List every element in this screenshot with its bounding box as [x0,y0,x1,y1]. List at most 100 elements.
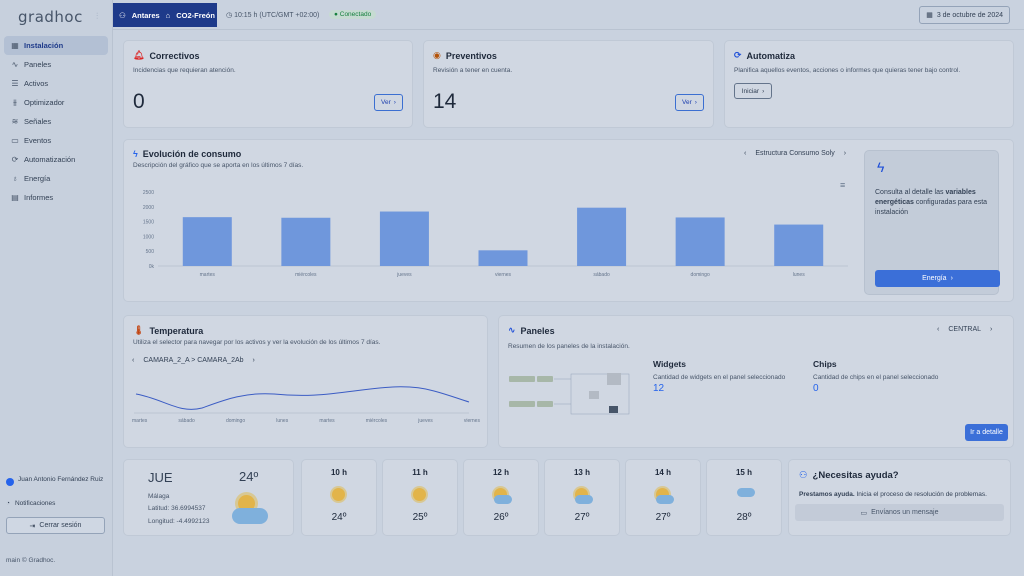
bar-viernes[interactable] [478,250,528,266]
message-icon: ▭ [860,509,868,517]
card-title: Temperatura [149,325,204,336]
iniciar-button[interactable]: Iniciar › [734,83,772,99]
chips-subtitle: Cantidad de chips en el panel selecciona… [813,374,939,381]
sidebar-item-informes[interactable]: ▤ Informes [4,188,108,207]
x-tick-label: jueves [396,272,412,278]
sidebar-item-label: Energía [24,174,51,183]
chart-menu-icon[interactable]: ≡ [840,180,846,190]
send-message-button[interactable]: ▭ Envíanos un mensaje [795,504,1004,521]
gradhoc-logo[interactable]: gradhoc [18,8,83,26]
user-profile[interactable]: Juan Antonio Fernández Ruiz [6,476,106,486]
card-paneles: ∿ Paneles Resumen de los paneles de la in… [498,315,1014,448]
chevron-right-icon[interactable]: › [990,326,993,333]
x-tick-label: jueves [418,418,433,424]
help-text-body: Inicia el proceso de resolución de probl… [854,491,987,498]
button-label: Ir a detalle [970,429,1003,436]
y-tick-label: 2000 [143,205,154,211]
x-tick-label: viernes [495,272,512,278]
sidebar-item-paneles[interactable]: ∿ Paneles [4,55,108,74]
x-tick-label: martes [132,418,148,424]
sidebar-item-label: Señales [24,117,52,126]
sidebar-item-automatizacion[interactable]: ⟳ Automatización [4,150,108,169]
eye-icon: ◉ [433,50,441,60]
installation-selector[interactable]: ⚇ Antares ⌂ CO2-Freón [113,3,217,27]
hour-card: 13 h 27º [544,459,620,536]
sliders-icon: ⫵ [13,97,17,107]
info-suffix: configuradas para esta instalación [875,199,988,216]
sidebar-item-senales[interactable]: ≋ Señales [4,112,108,131]
clock-icon: ◷ [226,12,233,19]
help-text-bold: Prestamos ayuda. [799,491,855,498]
temperature-line-chart [134,386,470,414]
weather-day: JUE [148,470,173,485]
file-icon: ▤ [11,192,19,202]
sidebar-item-instalacion[interactable]: ▦ Instalación [4,36,108,55]
notifications-link[interactable]: ◔ Notificaciones [6,500,55,507]
bulb-icon: ♁ [12,173,18,183]
chevron-left-icon[interactable]: ‹ [132,357,135,364]
collapse-sidebar-icon[interactable]: ⫶ [96,11,99,21]
consumption-bar-chart: 0k 500 1000 1500 2000 2500 martes miércoles juev… [143,190,848,278]
sidebar-item-energia[interactable]: ♁ Energía [4,169,108,188]
chevron-left-icon[interactable]: ‹ [937,326,940,333]
energy-info-box: ϟ Consulta al detalle las variables ener… [864,150,1000,295]
help-title-row: ⚇ ¿Necesitas ayuda? [799,470,899,481]
sidebar-item-eventos[interactable]: ▭ Eventos [4,131,108,150]
structure-label: Estructura Consumo Soly [755,150,835,157]
bar-domingo[interactable] [675,217,725,266]
bar-martes[interactable] [182,217,232,266]
bar-jueves[interactable] [379,211,429,266]
weather-temp: 24º [239,469,259,484]
ver-correctivos-button[interactable]: Ver › [374,94,403,111]
calendar-icon: ▦ [926,12,933,19]
hour-label: 13 h [573,468,590,477]
temperature-line [135,386,470,410]
status-badge: ● Conectado [329,10,377,19]
card-subtitle: Resumen de los paneles de la instalación… [508,343,630,350]
ver-preventivos-button[interactable]: Ver › [675,94,704,111]
structure-selector: ‹ Estructura Consumo Soly › [744,150,846,157]
bar-miércoles[interactable] [281,217,331,266]
bar-sábado[interactable] [577,207,627,266]
logout-button[interactable]: ⇥ Cerrar sesión [6,517,105,534]
hour-label: 11 h [412,468,428,477]
thermometer-icon: 🌡︎ [133,325,145,335]
time-label: 10:15 h (UTC/GMT +02:00) [234,12,320,19]
hour-card: 14 h 27º [625,459,701,536]
ir-a-detalle-button[interactable]: Ir a detalle [965,424,1008,441]
x-tick-label: domingo [225,418,246,424]
widgets-subtitle: Cantidad de widgets en el panel seleccio… [653,374,786,381]
chevron-right-icon[interactable]: › [843,150,847,157]
y-tick-label: 0k [149,264,155,270]
status-label: Conectado [339,11,372,18]
chevron-right-icon: › [694,99,697,106]
chevron-left-icon[interactable]: ‹ [744,150,747,157]
sidebar-item-label: Instalación [24,41,64,50]
asset-path: CAMARA_2_A > CAMARA_2Ab [143,357,244,364]
sidebar-item-activos[interactable]: ☰ Activos [4,74,108,93]
user-icon: ⚇ [119,10,126,20]
hour-card: 12 h 26º [463,459,539,536]
bar-lunes[interactable] [774,224,824,266]
energia-button[interactable]: Energía › [875,270,1000,287]
site-name: CO2-Freón [176,10,215,20]
sidebar-nav: ▦ Instalación ∿ Paneles ☰ Activos ⫵ Optimiza… [4,36,108,207]
hour-temp: 28º [736,512,752,523]
chips-count: 0 [813,383,819,394]
y-tick-label: 1000 [143,234,154,240]
date-picker[interactable]: ▦ 3 de octubre de 2024 [919,6,1010,24]
automation-icon: ⟳ [11,154,19,164]
card-title: Automatiza [746,50,796,61]
x-tick-label: lunes [793,272,805,278]
card-subtitle: Revisión a tener en cuenta. [433,67,513,74]
button-label: Ver [381,99,391,106]
x-tick-label: sábado [178,418,195,424]
sidebar-item-optimizador[interactable]: ⫵ Optimizador [4,93,108,112]
bolt-icon: ϟ [133,149,138,159]
y-tick-label: 1500 [143,220,154,226]
chevron-right-icon[interactable]: › [252,357,255,364]
card-subtitle: Utiliza el selector para navegar por los… [133,339,381,346]
bell-icon: 🔔︎ [133,50,145,60]
panel-thumbnail [509,373,630,415]
hour-card: 11 h 25º [382,459,458,536]
